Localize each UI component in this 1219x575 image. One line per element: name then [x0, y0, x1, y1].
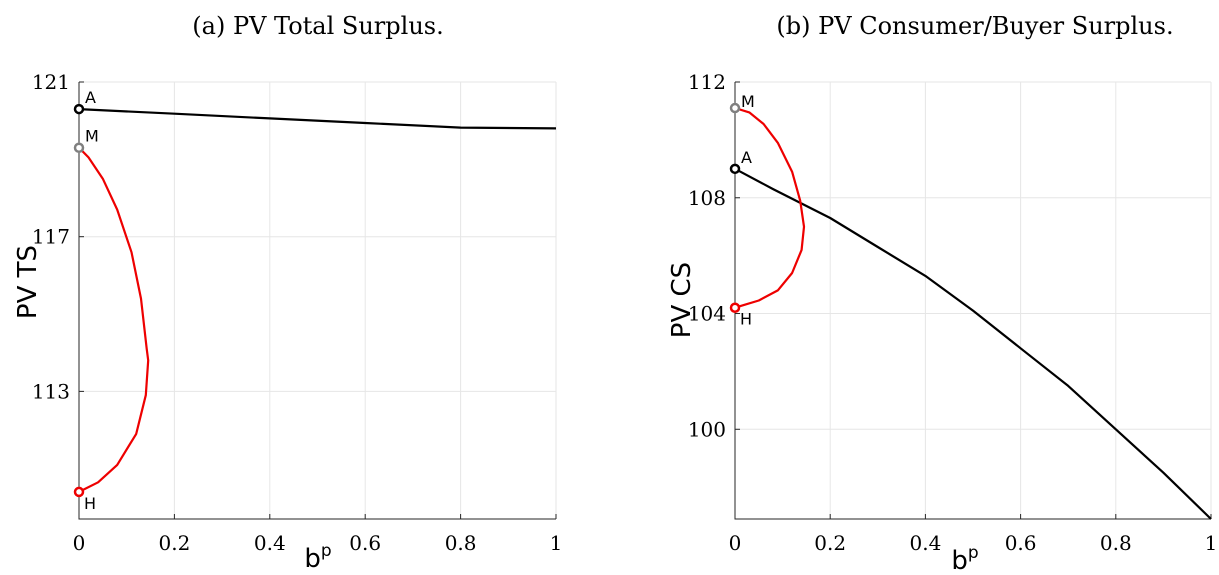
panel-a-point-a [73, 103, 85, 115]
panel-b-ylabel: PV CS [667, 262, 697, 338]
panel-b-xtick-label: 0.6 [1005, 531, 1037, 555]
panel-b-xtick-label: 1 [1205, 531, 1218, 555]
panel-b-point-label-h: H [740, 310, 752, 329]
panel-a-xtick-label: 0.8 [445, 531, 477, 555]
panel-a-xtick-label: 1 [550, 531, 563, 555]
panel-a-ytick-label: 117 [32, 225, 70, 249]
panel-a-point-label-a: A [85, 88, 96, 107]
panel-a-series-line-1 [78, 108, 557, 130]
panel-b-xtick-label: 0.8 [1100, 531, 1132, 555]
panel-b-point-label-a: A [741, 148, 752, 167]
panel-b-title: (b) PV Consumer/Buyer Surplus. [776, 12, 1173, 40]
panel-b-xlabel: bp [951, 543, 978, 575]
panel-a-xlabel: bp [304, 541, 331, 574]
panel-a-point-label-m: M [85, 127, 99, 146]
panel-b-series-line-1 [734, 167, 1212, 520]
panel-b-ytick-label: 108 [688, 186, 726, 210]
panel-a-series-line-2 [78, 146, 150, 493]
panel-b-point-h [729, 302, 741, 313]
panel-b-xtick-label: 0.2 [814, 531, 846, 555]
panel-b-ytick-label: 112 [688, 70, 726, 94]
panel-a-xtick-label: 0.6 [349, 531, 381, 555]
panel-b-point-label-m: M [741, 92, 755, 111]
panel-b-ytick-label: 100 [688, 417, 726, 441]
panel-a-point-h [73, 486, 85, 498]
panel-b-point-m [729, 102, 741, 114]
panel-a-ylabel: PV TS [13, 245, 43, 319]
panel-a-xtick-label: 0.2 [158, 531, 190, 555]
panel-b-ytick-label: 104 [688, 302, 726, 326]
panel-a-xtick-label: 0.4 [254, 531, 286, 555]
panel-b-xtick-label: 0.4 [909, 531, 941, 555]
panel-b-series-line-2 [734, 106, 806, 309]
panel-a-title: (a) PV Total Surplus. [192, 12, 443, 40]
panel-a-xtick-label: 0 [73, 531, 86, 555]
panel-b-point-a [729, 163, 741, 175]
panel-a-axes [78, 82, 556, 520]
panel-b-plot: 0 0.2 0.4 0.6 0.8 1 100 104 108 112 M A H PV CS bp [667, 70, 1217, 575]
panel-a-plot: 0 0.2 0.4 0.6 0.8 1 113 117 121 A M H PV TS bp [13, 70, 562, 574]
panel-a-ytick-label: 121 [32, 70, 70, 94]
panel-a-ytick-label: 113 [32, 379, 70, 403]
panel-a-point-m [73, 142, 85, 153]
panel-b-axes [734, 82, 1211, 520]
panel-b-xtick-label: 0 [729, 531, 742, 555]
panel-a-point-label-h: H [84, 494, 96, 513]
